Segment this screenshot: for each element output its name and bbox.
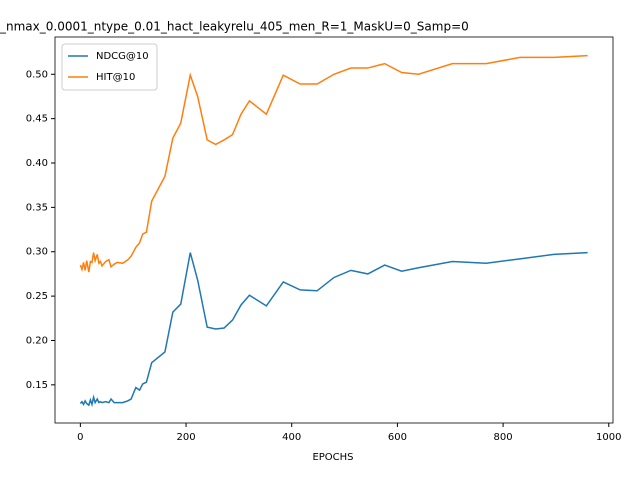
x-tick-label: 1000 — [596, 432, 621, 443]
y-tick-label: 0.50 — [26, 69, 48, 80]
legend-label: HIT@10 — [96, 72, 135, 83]
y-tick-label: 0.35 — [26, 202, 48, 213]
series-line — [79, 251, 588, 408]
y-tick-label: 0.15 — [26, 380, 48, 391]
y-tick-label: 0.20 — [26, 335, 48, 346]
legend-label: NDCG@10 — [96, 51, 149, 62]
x-axis-label: EPOCHS — [312, 452, 353, 463]
series-line — [79, 54, 588, 273]
y-tick-label: 0.40 — [26, 158, 48, 169]
chart-title: _nmax_0.0001_ntype_0.01_hact_leakyrelu_4… — [0, 20, 469, 34]
x-tick-label: 600 — [388, 432, 407, 443]
x-tick-label: 200 — [176, 432, 195, 443]
axes-frame — [54, 36, 614, 424]
x-tick-label: 800 — [494, 432, 513, 443]
x-tick-label: 400 — [282, 432, 301, 443]
y-tick-label: 0.30 — [26, 247, 48, 258]
x-tick-label: 0 — [77, 432, 83, 443]
y-tick-label: 0.25 — [26, 291, 48, 302]
y-tick-label: 0.45 — [26, 114, 48, 125]
